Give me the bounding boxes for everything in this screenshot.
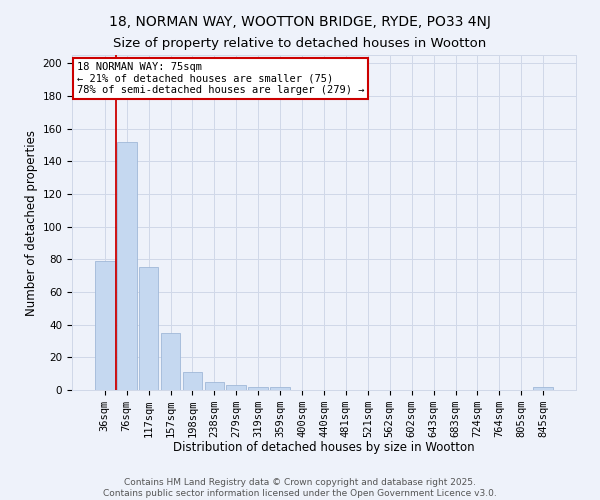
Text: Contains HM Land Registry data © Crown copyright and database right 2025.
Contai: Contains HM Land Registry data © Crown c…	[103, 478, 497, 498]
Bar	[161, 333, 181, 390]
Bar	[117, 142, 137, 390]
Bar	[226, 385, 246, 390]
Bar	[205, 382, 224, 390]
Text: 18 NORMAN WAY: 75sqm
← 21% of detached houses are smaller (75)
78% of semi-detac: 18 NORMAN WAY: 75sqm ← 21% of detached h…	[77, 62, 365, 95]
Bar	[248, 386, 268, 390]
Bar	[182, 372, 202, 390]
Y-axis label: Number of detached properties: Number of detached properties	[25, 130, 38, 316]
Bar	[139, 268, 158, 390]
X-axis label: Distribution of detached houses by size in Wootton: Distribution of detached houses by size …	[173, 442, 475, 454]
Bar	[95, 261, 115, 390]
Text: 18, NORMAN WAY, WOOTTON BRIDGE, RYDE, PO33 4NJ: 18, NORMAN WAY, WOOTTON BRIDGE, RYDE, PO…	[109, 15, 491, 29]
Bar	[270, 386, 290, 390]
Bar	[533, 386, 553, 390]
Text: Size of property relative to detached houses in Wootton: Size of property relative to detached ho…	[113, 38, 487, 51]
